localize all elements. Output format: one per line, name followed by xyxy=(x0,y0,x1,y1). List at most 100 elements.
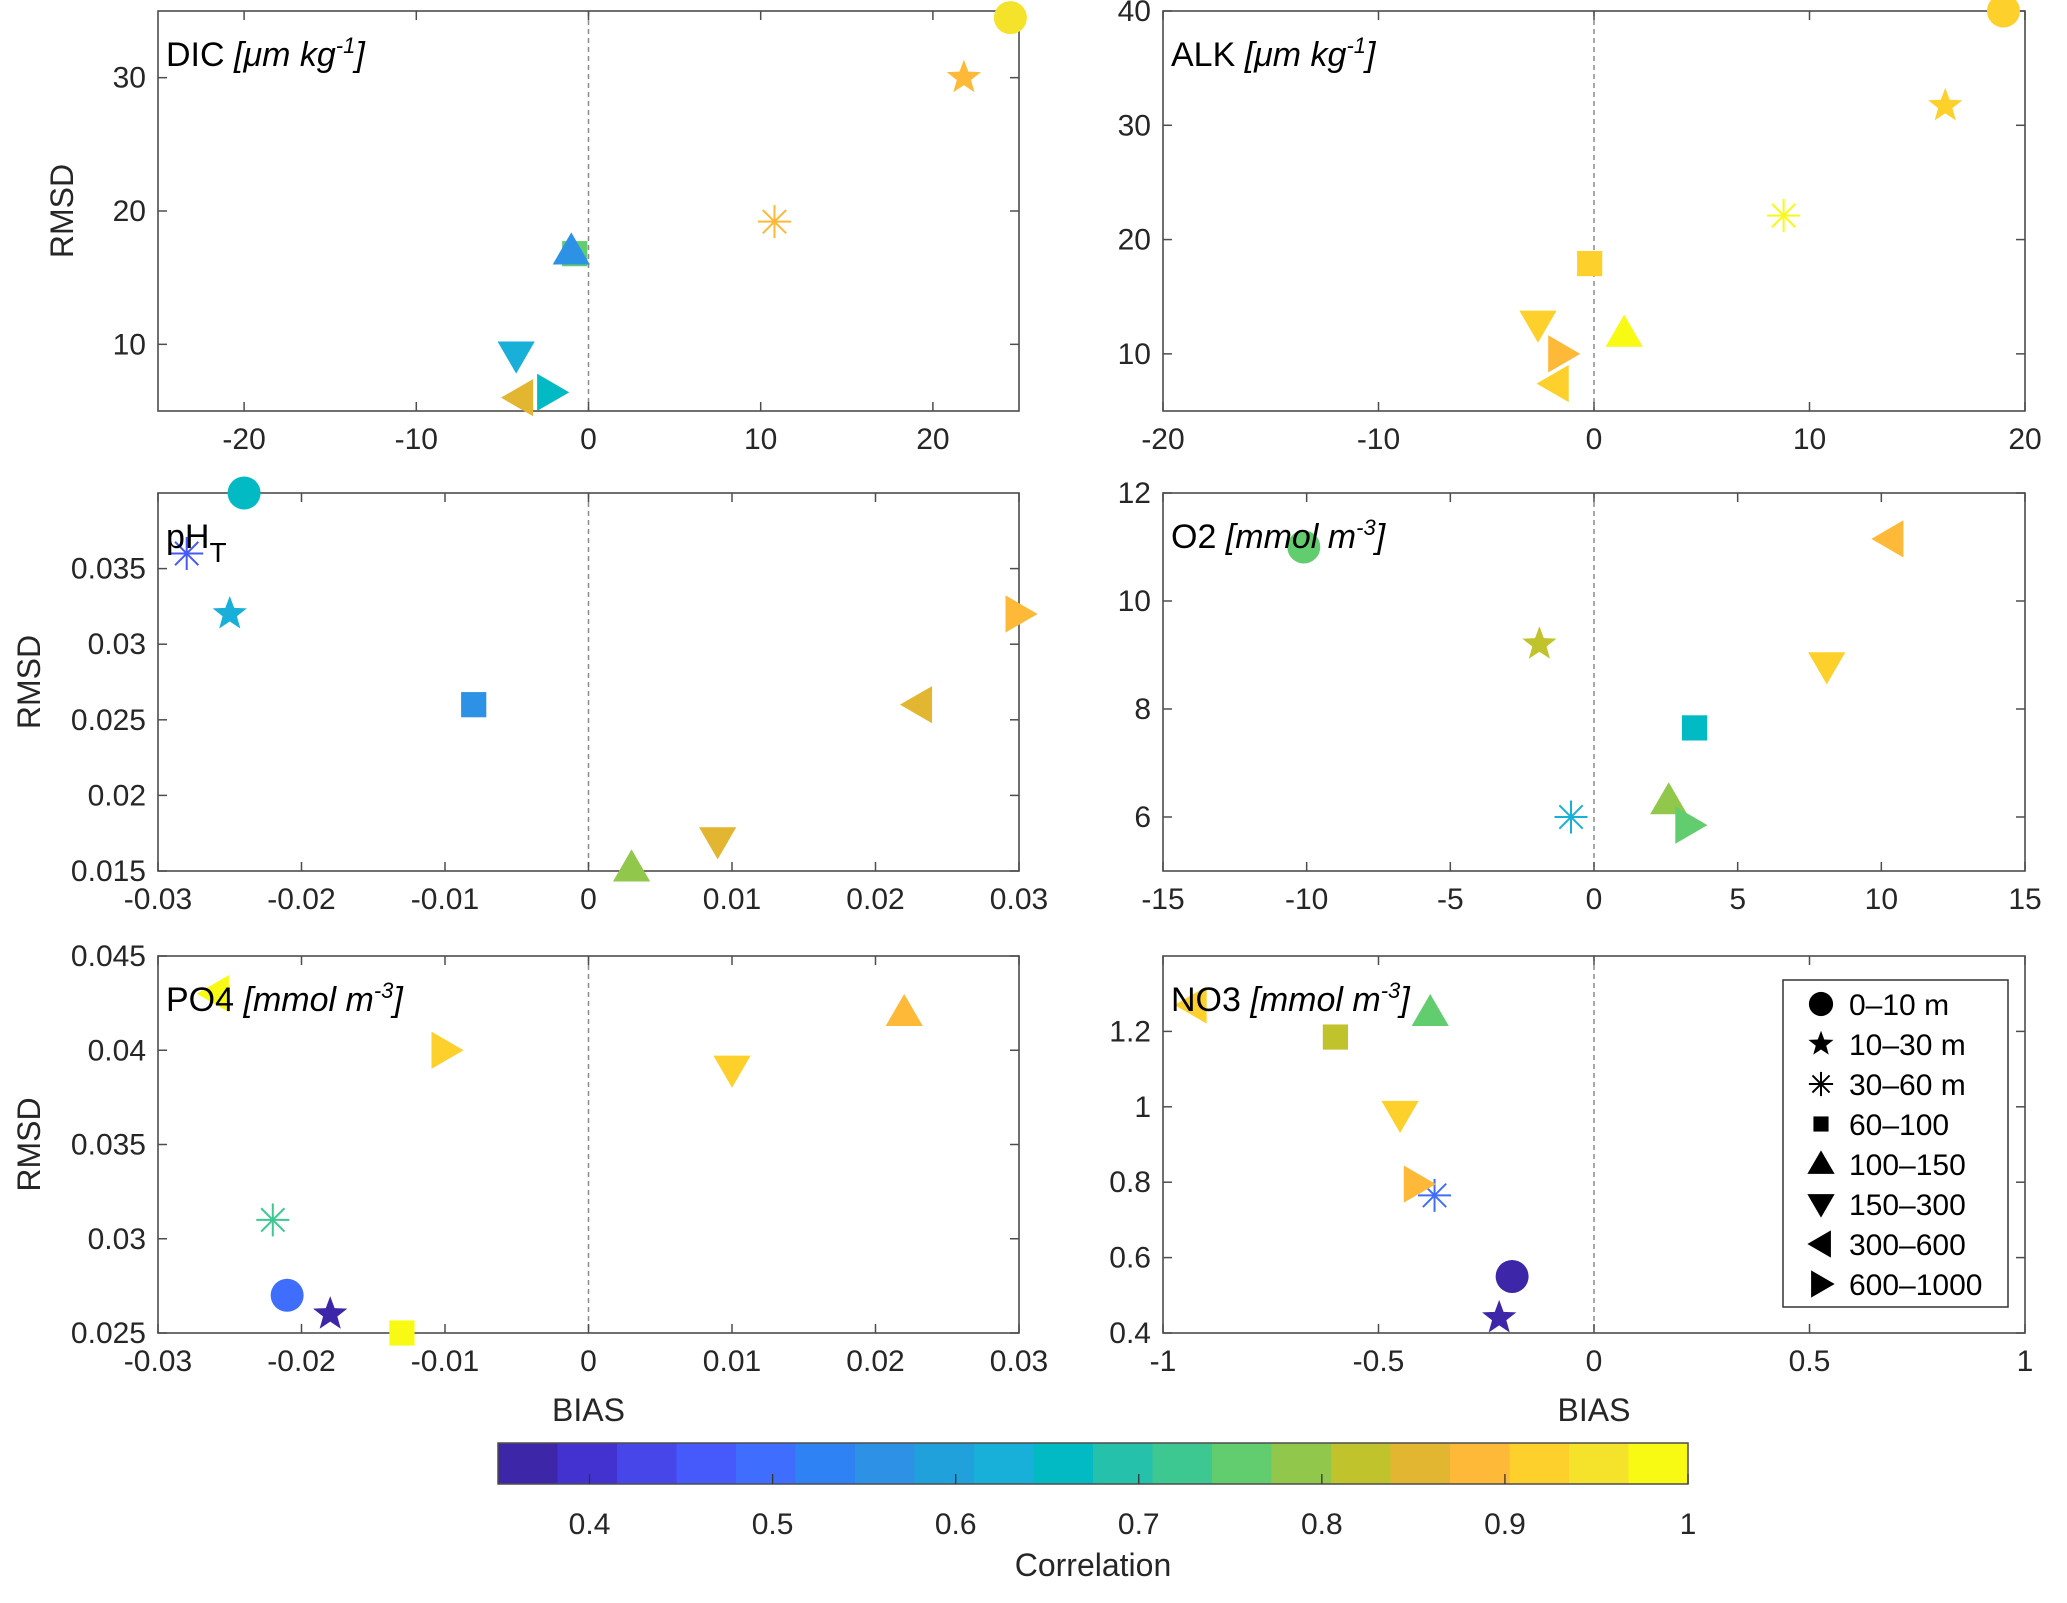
legend-marker-circle xyxy=(1808,991,1834,1017)
x-tick-label: 20 xyxy=(916,423,949,456)
panel-po4: -0.03 -0.02 -0.01 0 0.01 0.02 0.03 0.025 0.03 0.0… xyxy=(11,940,1048,1428)
panel-title: NO3 xyxy=(1171,981,1241,1019)
data-point-asterisk xyxy=(1767,199,1801,233)
legend-marker-triangle-right xyxy=(1811,1270,1835,1298)
colorbar-tick-label: 0.8 xyxy=(1301,1508,1343,1541)
colorbar-bin xyxy=(1390,1443,1451,1484)
data-point-asterisk xyxy=(1554,800,1588,834)
x-tick-label: 15 xyxy=(2008,883,2041,916)
colorbar-bin xyxy=(557,1443,618,1484)
legend-item: 600–1000 xyxy=(1811,1269,1982,1302)
legend-marker-asterisk xyxy=(1808,1071,1834,1097)
panel-units-end: ] xyxy=(1363,36,1377,74)
panel-units: [mmol m xyxy=(1216,518,1356,556)
panel-units-superscript: -3 xyxy=(374,978,394,1003)
data-point-triangle-up xyxy=(1411,993,1449,1027)
data-point-triangle-right xyxy=(1548,335,1581,373)
legend-item: 300–600 xyxy=(1807,1229,1966,1262)
panel-units-superscript: -3 xyxy=(1381,978,1401,1003)
colorbar-bin xyxy=(1450,1443,1510,1484)
data-point-circle xyxy=(270,1278,304,1312)
legend-label: 150–300 xyxy=(1849,1189,1966,1222)
x-tick-label: 5 xyxy=(1729,883,1746,916)
data-point-triangle-left xyxy=(1174,986,1207,1024)
data-point-triangle-down xyxy=(699,827,737,860)
panel-title: pH xyxy=(166,518,209,556)
y-tick-label: 30 xyxy=(113,62,146,95)
colorbar-bin xyxy=(795,1443,856,1484)
data-point-triangle-right xyxy=(1005,595,1038,633)
y-tick-label: 0.04 xyxy=(88,1034,146,1067)
colorbar-bin xyxy=(1628,1443,1689,1484)
data-point-asterisk xyxy=(1418,1178,1452,1212)
data-point-circle xyxy=(1495,1259,1529,1293)
data-point-square xyxy=(1322,1024,1348,1050)
data-point-star xyxy=(313,1296,348,1329)
y-tick-label: 0.02 xyxy=(88,779,146,812)
legend-marker-star xyxy=(1808,1030,1834,1055)
x-tick-label: -0.5 xyxy=(1353,1345,1405,1378)
colorbar-bin xyxy=(676,1443,737,1484)
panel-units-end: ] xyxy=(390,981,404,1019)
data-point-triangle-up xyxy=(552,232,590,265)
x-tick-label: -0.02 xyxy=(267,1345,335,1378)
colorbar-bin xyxy=(1331,1443,1391,1484)
colorbar-frame xyxy=(497,1442,1689,1485)
colorbar-bin xyxy=(1569,1443,1629,1484)
y-tick-label: 10 xyxy=(113,328,146,361)
asterisk-stroke xyxy=(762,209,787,235)
data-point-triangle-up xyxy=(1605,314,1643,347)
legend-marker-triangle-up xyxy=(1807,1150,1835,1174)
y-tick-label: 10 xyxy=(1118,338,1151,371)
x-tick-label: 0 xyxy=(1586,423,1603,456)
colorbar-tick-label: 0.5 xyxy=(752,1508,794,1541)
x-tick-label: 0.01 xyxy=(703,883,761,916)
data-point-circle xyxy=(993,1,1027,35)
y-axis-title: RMSD xyxy=(11,1097,47,1191)
data-point-square xyxy=(389,1320,415,1346)
y-tick-label: 20 xyxy=(1118,224,1151,257)
legend-item: 0–10 m xyxy=(1808,989,1949,1022)
legend-marker-triangle-left xyxy=(1807,1230,1831,1258)
data-point-triangle-up xyxy=(612,849,651,882)
y-tick-label: 0.03 xyxy=(88,628,146,661)
panel-title: DIC xyxy=(166,36,225,74)
data-point-triangle-down xyxy=(1808,652,1846,685)
colorbar-tick-label: 0.9 xyxy=(1484,1508,1526,1541)
panel-dic: -20 -10 0 10 20 10 20 30 RMSD DIC [μm kg-1] xyxy=(44,1,1027,456)
panel-ph: -0.03 -0.02 -0.01 0 0.01 0.02 0.03 0.015 0.02 0.0… xyxy=(11,476,1048,916)
data-point-circle xyxy=(1287,530,1321,564)
y-tick-label: 1 xyxy=(1134,1091,1151,1124)
colorbar-bin xyxy=(736,1443,796,1484)
panel-units: [mmol m xyxy=(234,981,374,1019)
panel-units: [mmol m xyxy=(1241,981,1381,1019)
x-tick-label: 0 xyxy=(580,423,597,456)
y-tick-label: 0.025 xyxy=(71,1317,146,1350)
x-tick-label: -10 xyxy=(395,423,438,456)
panel-units-end: ] xyxy=(1397,981,1411,1019)
legend-label: 0–10 m xyxy=(1849,989,1949,1022)
panel-units-superscript: -1 xyxy=(336,33,356,58)
panel-alk: -20 -10 0 10 20 10 20 30 40 ALK [μm kg-1] xyxy=(1118,0,2042,456)
y-tick-label: 0.03 xyxy=(88,1223,146,1256)
y-tick-label: 0.045 xyxy=(71,940,146,973)
marker-legend: 0–10 m 10–30 m 30–60 m 60–100 100–150 150–300… xyxy=(1782,979,2009,1308)
panel-label: DIC [μm kg-1] xyxy=(166,33,366,74)
data-point-triangle-left xyxy=(899,686,933,724)
panel-label: ALK [μm kg-1] xyxy=(1171,33,1377,74)
legend-label: 60–100 xyxy=(1849,1109,1949,1142)
data-point-triangle-left xyxy=(501,379,534,417)
data-point-star xyxy=(1928,87,1963,121)
colorbar-bin xyxy=(914,1443,975,1484)
x-tick-label: 10 xyxy=(1793,423,1826,456)
panel-units-superscript: -3 xyxy=(1356,515,1376,540)
y-tick-label: 30 xyxy=(1118,109,1151,142)
legend-marker-triangle-down xyxy=(1807,1194,1835,1218)
x-tick-label: 0.02 xyxy=(846,883,904,916)
data-point-triangle-left xyxy=(1536,364,1569,403)
legend-item: 150–300 xyxy=(1807,1189,1966,1222)
legend-marker-square xyxy=(1813,1116,1829,1132)
data-point-star xyxy=(1482,1299,1517,1333)
panel-title: ALK xyxy=(1171,36,1236,74)
data-point-triangle-right xyxy=(431,1031,464,1069)
